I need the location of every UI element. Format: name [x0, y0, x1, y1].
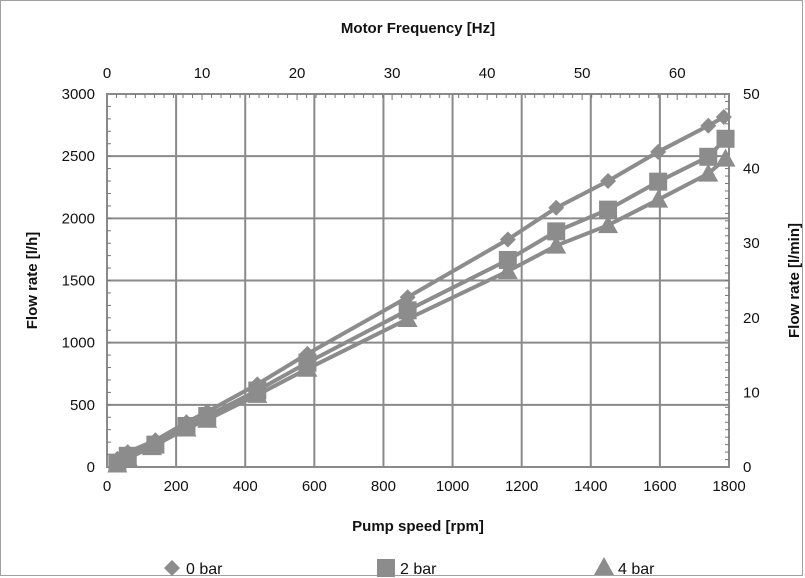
- data-point-2-bar: [699, 147, 718, 166]
- legend-marker-0-bar: [164, 560, 180, 576]
- data-point-2-bar: [716, 129, 735, 148]
- data-point-4-bar: [297, 358, 318, 377]
- x-tick-label: 400: [233, 478, 258, 495]
- x2-tick-label: 50: [574, 65, 591, 82]
- data-point-0-bar: [715, 109, 732, 126]
- legend-label-0-bar: 0 bar: [186, 561, 223, 578]
- data-point-4-bar: [176, 418, 197, 437]
- legend-label-4-bar: 4 bar: [618, 561, 655, 578]
- x2-axis-title: Motor Frequency [Hz]: [341, 20, 495, 37]
- x-tick-label: 1800: [712, 478, 745, 495]
- y2-tick-label: 20: [743, 310, 760, 327]
- x2-tick-label: 10: [194, 65, 211, 82]
- x-axis-title: Pump speed [rpm]: [352, 518, 484, 535]
- y2-tick-label: 40: [743, 161, 760, 178]
- y-tick-label: 3000: [62, 86, 95, 103]
- data-point-4-bar: [698, 163, 719, 182]
- data-point-0-bar: [600, 173, 617, 190]
- data-point-4-bar: [598, 215, 619, 234]
- y2-tick-label: 30: [743, 235, 760, 252]
- data-point-4-bar: [247, 384, 268, 403]
- y-tick-label: 1000: [62, 335, 95, 352]
- x-tick-label: 1400: [574, 478, 607, 495]
- y-tick-label: 2000: [62, 210, 95, 227]
- x-tick-label: 800: [371, 478, 396, 495]
- data-point-4-bar: [715, 148, 736, 167]
- x2-tick-label: 0: [103, 65, 111, 82]
- data-point-0-bar: [548, 199, 565, 216]
- data-point-4-bar: [497, 261, 518, 280]
- x-tick-label: 1600: [643, 478, 676, 495]
- y-tick-label: 500: [70, 397, 95, 414]
- y-tick-label: 1500: [62, 273, 95, 290]
- x2-tick-label: 60: [669, 65, 686, 82]
- y-axis-title: Flow rate [l/h]: [24, 232, 41, 330]
- y2-tick-label: 10: [743, 384, 760, 401]
- x-tick-label: 0: [103, 478, 111, 495]
- y2-axis-title: Flow rate [l/min]: [786, 223, 803, 338]
- data-point-4-bar: [117, 448, 138, 467]
- x-tick-label: 200: [164, 478, 189, 495]
- data-point-4-bar: [141, 437, 162, 456]
- data-point-2-bar: [599, 200, 618, 219]
- y2-tick-label: 50: [743, 86, 760, 103]
- series-line-4-bar: [116, 157, 727, 467]
- x-tick-label: 600: [302, 478, 327, 495]
- data-point-2-bar: [498, 250, 517, 269]
- x-tick-label: 1200: [505, 478, 538, 495]
- data-point-0-bar: [399, 289, 416, 306]
- data-point-4-bar: [107, 454, 128, 473]
- data-point-4-bar: [648, 189, 669, 208]
- data-point-2-bar: [649, 172, 668, 191]
- x2-tick-label: 20: [289, 65, 306, 82]
- data-point-4-bar: [197, 409, 218, 428]
- y2-tick-label: 0: [743, 459, 751, 476]
- x2-tick-label: 40: [479, 65, 496, 82]
- legend-marker-4-bar: [594, 557, 614, 575]
- y-tick-label: 0: [87, 459, 95, 476]
- data-point-4-bar: [397, 309, 418, 328]
- data-point-0-bar: [650, 143, 667, 160]
- x2-tick-label: 30: [384, 65, 401, 82]
- data-point-4-bar: [546, 235, 567, 254]
- y-tick-label: 2500: [62, 148, 95, 165]
- data-point-0-bar: [700, 117, 717, 134]
- legend-marker-2-bar: [377, 559, 395, 577]
- x-tick-label: 1000: [436, 478, 469, 495]
- data-point-0-bar: [499, 231, 516, 248]
- data-point-2-bar: [547, 222, 566, 241]
- legend-label-2-bar: 2 bar: [400, 561, 437, 578]
